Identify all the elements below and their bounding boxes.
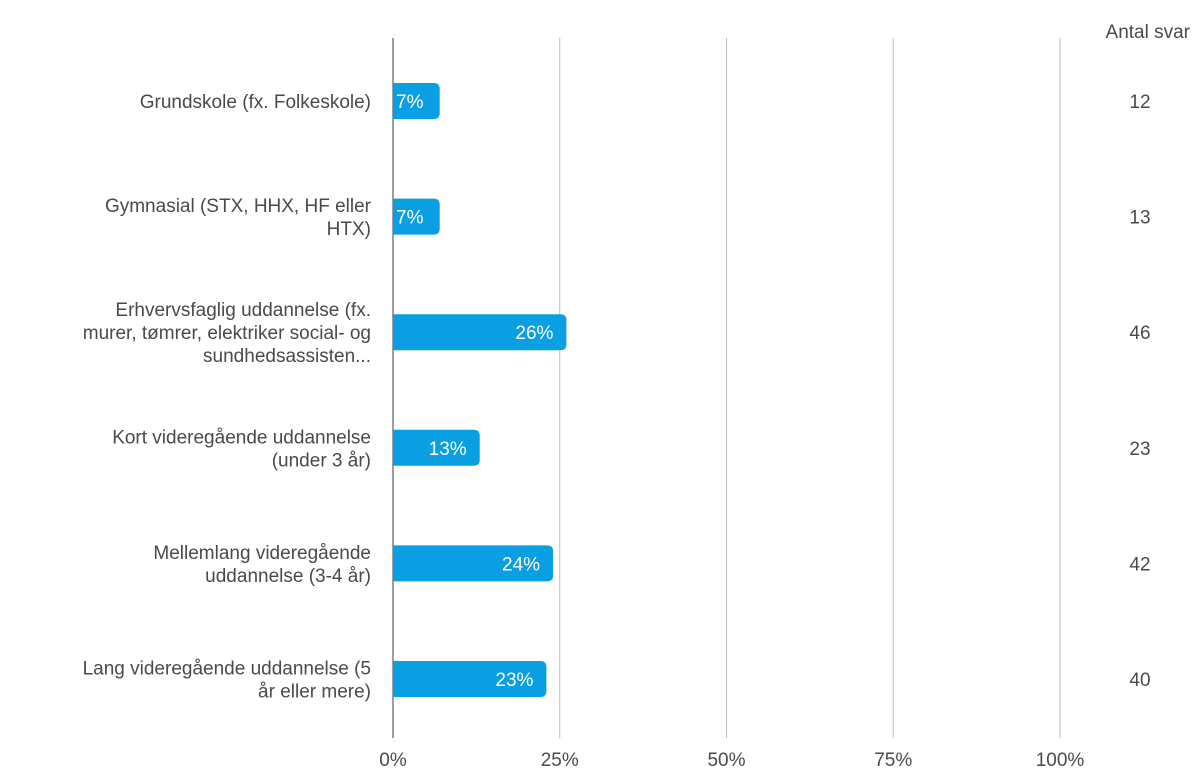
bar-data-label: 24% <box>502 554 540 575</box>
answer-count: 12 <box>1129 92 1150 113</box>
answer-count: 40 <box>1129 670 1150 691</box>
x-tick-label: 50% <box>707 750 745 771</box>
counts-header: Antal svar <box>1106 22 1191 43</box>
bar-data-label: 7% <box>396 92 424 113</box>
category-label: murer, tømrer, elektriker social- og <box>83 323 371 344</box>
bar <box>393 314 567 351</box>
x-tick-label: 75% <box>874 750 912 771</box>
x-tick-label: 25% <box>541 750 579 771</box>
x-tick-label: 0% <box>379 750 407 771</box>
answer-count: 42 <box>1129 554 1150 575</box>
bar-data-label: 7% <box>396 208 424 229</box>
category-label: uddannelse (3-4 år) <box>205 566 371 587</box>
answer-count: 13 <box>1129 208 1150 229</box>
bar <box>393 198 440 235</box>
bar-data-label: 13% <box>429 439 467 460</box>
answer-count: 46 <box>1129 323 1150 344</box>
category-label: Mellemlang videregående <box>153 543 371 564</box>
bar-data-label: 23% <box>495 670 533 691</box>
category-label: Kort videregående uddannelse <box>112 427 371 448</box>
category-label: Lang videregående uddannelse (5 <box>83 659 371 680</box>
bar <box>393 429 480 466</box>
category-label: sundhedsassisten... <box>203 346 371 367</box>
x-tick-label: 100% <box>1036 750 1085 771</box>
category-label: (under 3 år) <box>272 450 371 471</box>
category-label: HTX) <box>327 219 371 240</box>
category-label: Grundskole (fx. Folkeskole) <box>140 92 371 113</box>
bar <box>393 545 554 582</box>
category-label: Gymnasial (STX, HHX, HF eller <box>105 196 372 217</box>
bar-data-label: 26% <box>515 323 553 344</box>
answer-count: 23 <box>1129 439 1150 460</box>
category-label: år eller mere) <box>258 682 371 703</box>
category-label: Erhvervsfaglig uddannelse (fx. <box>115 300 371 321</box>
bar <box>393 83 440 119</box>
bar <box>393 661 547 697</box>
